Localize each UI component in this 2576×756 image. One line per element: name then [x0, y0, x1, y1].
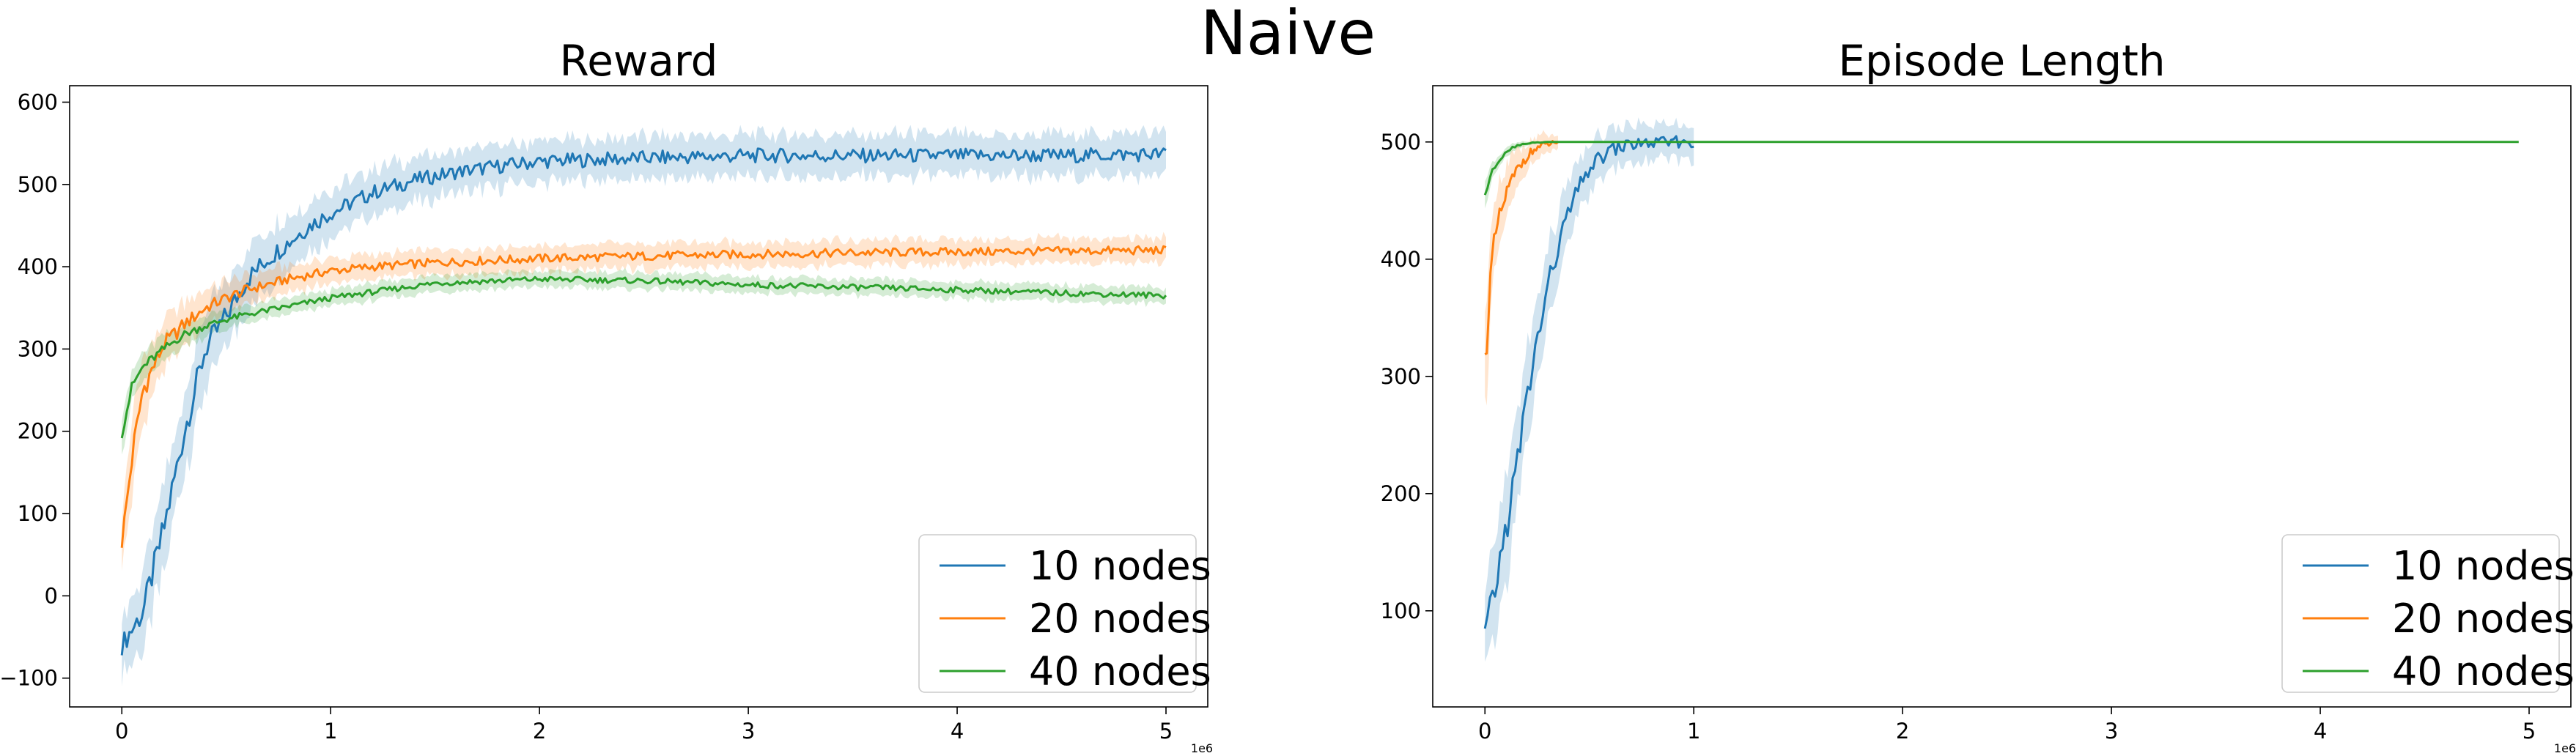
legend-label-2: 20 nodes — [1029, 596, 1211, 642]
x-tick-label: 5 — [1159, 719, 1173, 744]
x-tick-label: 3 — [2105, 719, 2118, 744]
y-tick-label: −100 — [0, 666, 58, 691]
plot-area — [120, 125, 1167, 687]
chart-title: Reward — [560, 36, 718, 86]
x-tick-label: 1 — [324, 719, 337, 744]
y-tick-label: 300 — [1381, 364, 1421, 389]
y-tick-label: 0 — [45, 583, 58, 608]
series-line-1 — [120, 147, 1167, 656]
y-tick-label: 500 — [18, 172, 58, 197]
series-line-1 — [1483, 135, 1694, 629]
legend-label-3: 40 nodes — [1029, 648, 1211, 694]
y-tick-label: 100 — [1381, 598, 1421, 623]
x-offset-label: 1e6 — [2554, 741, 2576, 755]
series-line-2 — [1484, 140, 1559, 355]
legend-box — [2281, 534, 2560, 693]
y-tick-label: 400 — [1381, 247, 1421, 272]
series-line-3 — [1483, 141, 2519, 196]
series-band-3 — [122, 267, 1167, 455]
x-tick-label: 2 — [1896, 719, 1909, 744]
legend-label-1: 10 nodes — [1029, 543, 1211, 589]
legend-box — [918, 534, 1197, 693]
plot-area — [1483, 117, 2519, 662]
legend-label-2: 20 nodes — [2392, 596, 2575, 642]
plot-frame — [69, 85, 1208, 708]
x-tick-label: 0 — [115, 719, 128, 744]
x-tick-label: 1 — [1687, 719, 1700, 744]
legend-label-1: 10 nodes — [2392, 543, 2575, 589]
x-tick-label: 4 — [2314, 719, 2327, 744]
legend: 10 nodes 20 nodes 40 nodes — [918, 534, 1211, 694]
x-tick-label: 3 — [742, 719, 755, 744]
x-tick-label: 5 — [2523, 719, 2536, 744]
figure-title: Naive — [1200, 0, 1376, 69]
x-tick-label: 4 — [951, 719, 964, 744]
legend: 10 nodes 20 nodes 40 nodes — [2281, 534, 2575, 694]
chart-panel-2: Episode Length 0 1 2 3 4 5 1e6 100 200 300 400 500 10… — [1381, 36, 2576, 755]
chart-panel-1: Reward 0 1 2 3 4 5 1e6 −100 0 100 200 300 400 500 600 10… — [0, 36, 1213, 755]
y-tick-label: 400 — [18, 254, 58, 279]
series-band-1 — [1485, 117, 1694, 662]
y-tick-label: 600 — [18, 89, 58, 114]
legend-label-3: 40 nodes — [2392, 648, 2575, 694]
x-offset-label: 1e6 — [1191, 741, 1213, 755]
y-tick-label: 200 — [1381, 481, 1421, 506]
plot-frame — [1432, 85, 2572, 708]
y-tick-label: 300 — [18, 336, 58, 361]
y-tick-label: 100 — [18, 501, 58, 526]
chart-title: Episode Length — [1838, 36, 2165, 86]
series-line-3 — [120, 275, 1167, 439]
series-line-2 — [120, 245, 1167, 548]
y-tick-label: 500 — [1381, 130, 1421, 155]
series-band-2 — [1485, 130, 1558, 406]
x-tick-label: 2 — [533, 719, 546, 744]
x-tick-label: 0 — [1478, 719, 1491, 744]
y-tick-label: 200 — [18, 419, 58, 444]
